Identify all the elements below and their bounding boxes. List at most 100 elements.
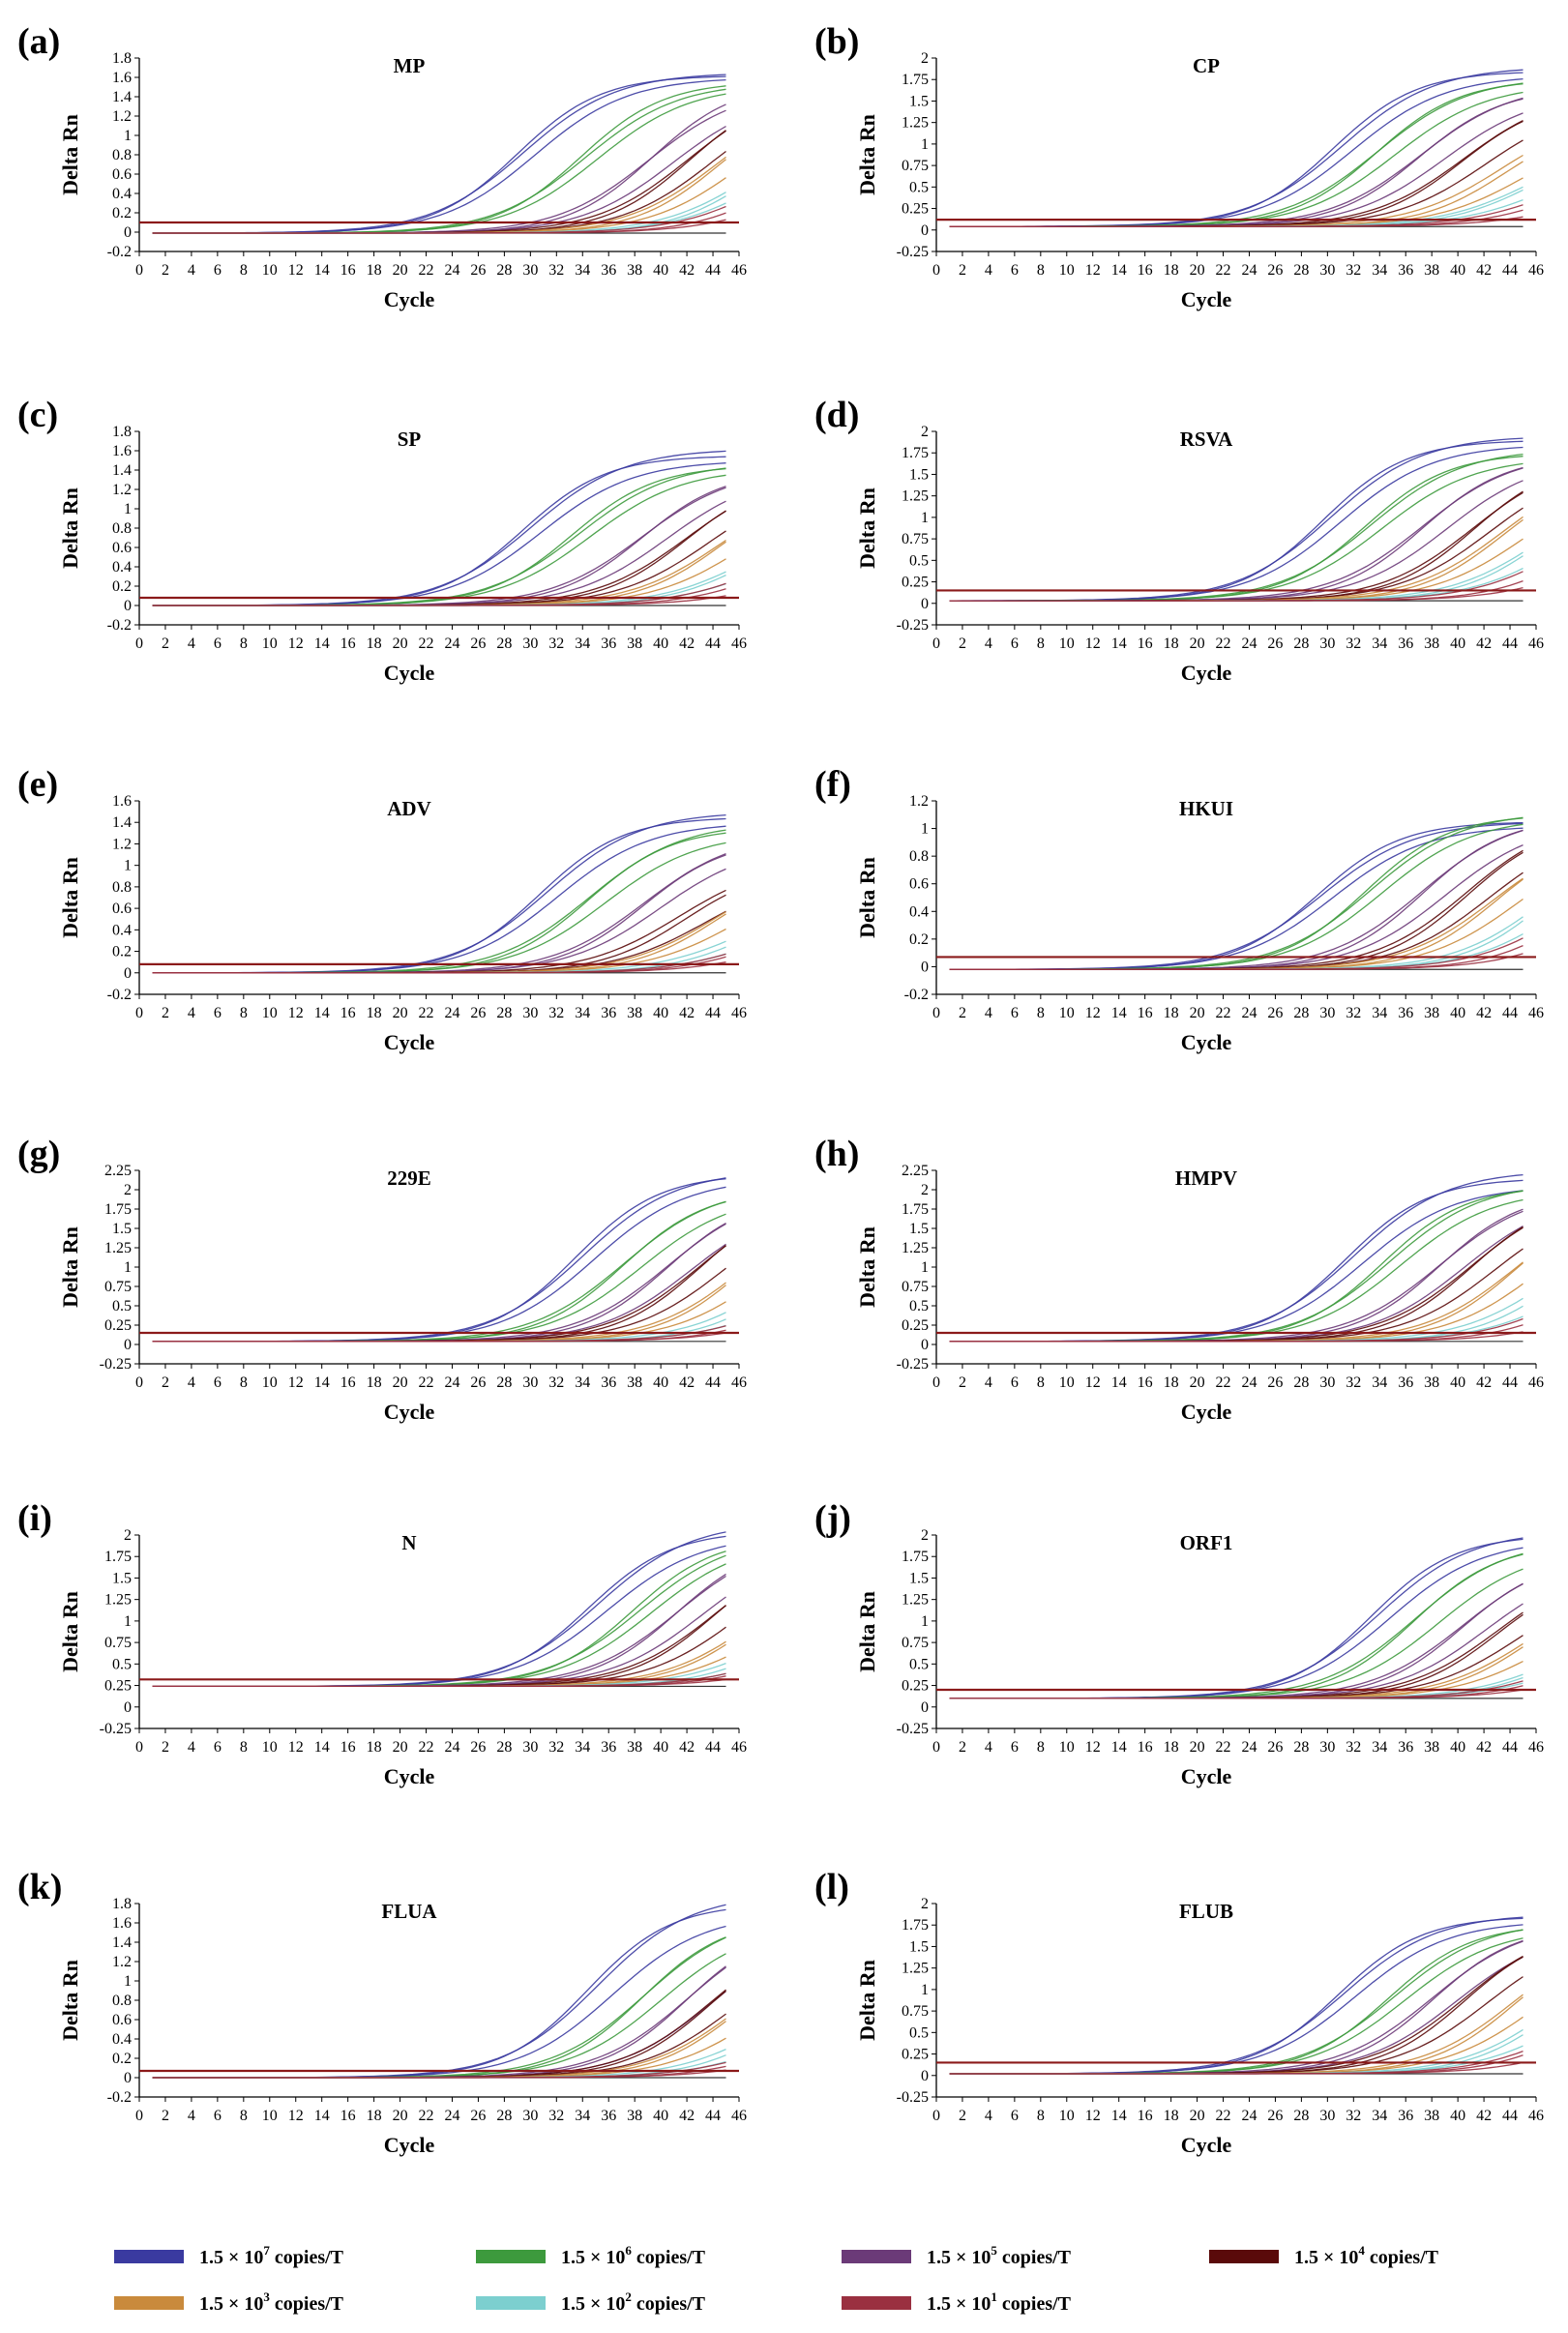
curve-series-1 — [949, 1537, 1524, 1699]
y-tick-label: 1.75 — [902, 1201, 929, 1218]
legend-item: 1.5 × 104 copies/T — [1209, 2243, 1439, 2268]
x-tick-label: 20 — [1190, 2108, 1205, 2124]
x-tick-label: 6 — [1011, 262, 1019, 279]
x-tick-label: 6 — [1011, 1739, 1019, 1756]
curve-series-1 — [152, 1186, 726, 1343]
y-tick-label: -0.25 — [897, 617, 929, 634]
curve-series-7 — [152, 960, 726, 974]
x-tick-label: 0 — [135, 1005, 143, 1021]
curve-series-1 — [152, 1178, 726, 1343]
x-tick-label: 12 — [1085, 1739, 1101, 1756]
x-tick-label: 28 — [496, 635, 512, 652]
x-tick-label: 2 — [959, 1739, 966, 1756]
x-tick-label: 22 — [1216, 1374, 1231, 1391]
x-tick-label: 30 — [522, 262, 538, 279]
x-tick-label: 18 — [367, 262, 382, 279]
x-tick-label: 14 — [314, 1374, 330, 1391]
y-tick-label: 1 — [921, 1982, 929, 1998]
x-tick-label: 42 — [679, 1374, 695, 1391]
y-tick-label: 2 — [921, 424, 929, 440]
x-tick-label: 16 — [340, 1005, 356, 1021]
x-tick-label: 0 — [135, 635, 143, 652]
x-tick-label: 2 — [162, 1005, 169, 1021]
y-tick-label: 0.5 — [112, 1656, 132, 1672]
x-tick-label: 12 — [288, 262, 304, 279]
x-tick-label: 40 — [1450, 635, 1465, 652]
x-tick-label: 22 — [419, 2108, 434, 2124]
curve-series-2 — [152, 1554, 726, 1688]
curve-series-2 — [152, 1563, 726, 1688]
x-tick-label: 26 — [470, 1374, 486, 1391]
curve-series-2 — [152, 832, 726, 974]
x-tick-label: 24 — [1241, 262, 1257, 279]
y-tick-label: 1.5 — [909, 1221, 929, 1237]
x-tick-label: 0 — [932, 262, 940, 279]
x-tick-label: 22 — [1216, 635, 1231, 652]
x-tick-label: 46 — [1528, 1739, 1544, 1756]
x-tick-label: 8 — [1037, 2108, 1045, 2124]
x-tick-label: 12 — [1085, 635, 1101, 652]
x-tick-label: 24 — [1241, 1374, 1257, 1391]
y-tick-label: 1 — [124, 1973, 132, 1990]
x-tick-label: 46 — [1528, 2108, 1544, 2124]
x-tick-label: 14 — [314, 1005, 330, 1021]
y-tick-label: 0 — [921, 222, 929, 239]
y-tick-label: -0.25 — [897, 244, 929, 260]
y-tick-label: 1.2 — [112, 836, 132, 852]
curve-series-5 — [152, 541, 726, 606]
curve-series-7 — [152, 1678, 726, 1688]
x-tick-label: 14 — [1111, 635, 1127, 652]
y-tick-label: 0.8 — [112, 147, 132, 163]
x-tick-label: 34 — [575, 262, 590, 279]
x-tick-label: 20 — [393, 1005, 408, 1021]
x-tick-label: 16 — [340, 262, 356, 279]
curve-series-3 — [152, 1573, 726, 1688]
x-tick-label: 30 — [1319, 2108, 1335, 2124]
x-tick-label: 18 — [1164, 2108, 1179, 2124]
y-tick-label: -0.2 — [107, 617, 132, 634]
x-tick-label: 22 — [419, 635, 434, 652]
x-tick-label: 26 — [470, 262, 486, 279]
x-tick-label: 30 — [1319, 1005, 1335, 1021]
y-tick-label: 0.75 — [902, 1635, 929, 1651]
y-axis-title: Delta Rn — [58, 1226, 82, 1308]
x-tick-label: 20 — [393, 635, 408, 652]
x-tick-label: 6 — [1011, 1005, 1019, 1021]
x-tick-label: 14 — [1111, 1005, 1127, 1021]
x-tick-label: 22 — [1216, 1739, 1231, 1756]
y-tick-label: 0.8 — [112, 879, 132, 896]
y-tick-label: 1.2 — [909, 793, 929, 810]
y-axis-title: Delta Rn — [855, 1226, 879, 1308]
x-tick-label: 2 — [959, 2108, 966, 2124]
y-tick-label: 0.5 — [909, 179, 929, 195]
x-tick-label: 8 — [1037, 635, 1045, 652]
x-tick-label: 28 — [1293, 1739, 1309, 1756]
y-tick-label: 0.4 — [112, 559, 132, 576]
x-tick-label: 32 — [548, 1374, 564, 1391]
x-tick-label: 16 — [1138, 262, 1153, 279]
x-tick-label: 42 — [1476, 1005, 1492, 1021]
curve-series-1 — [152, 1908, 726, 2079]
x-tick-label: 10 — [262, 635, 278, 652]
x-tick-label: 8 — [240, 1739, 248, 1756]
x-tick-label: 6 — [214, 2108, 222, 2124]
curve-series-2 — [949, 1937, 1524, 2075]
x-tick-label: 30 — [1319, 635, 1335, 652]
panel-letter: (b) — [814, 21, 859, 62]
y-tick-label: 0.75 — [902, 531, 929, 547]
x-tick-label: 40 — [653, 1005, 668, 1021]
x-tick-label: 10 — [1059, 262, 1075, 279]
panel-letter: (j) — [814, 1498, 851, 1539]
panel-title: N — [401, 1531, 416, 1554]
x-tick-label: 6 — [1011, 2108, 1019, 2124]
x-tick-label: 34 — [1372, 262, 1387, 279]
y-tick-label: 2 — [124, 1527, 132, 1544]
panel-title: ORF1 — [1180, 1531, 1233, 1554]
panel-title: HMPV — [1175, 1166, 1237, 1190]
y-tick-label: 0 — [124, 224, 132, 241]
x-tick-label: 14 — [314, 2108, 330, 2124]
y-axis-title: Delta Rn — [855, 487, 879, 569]
curve-series-1 — [152, 1535, 726, 1688]
x-tick-label: 34 — [1372, 1374, 1387, 1391]
x-tick-label: 38 — [1424, 2108, 1439, 2124]
